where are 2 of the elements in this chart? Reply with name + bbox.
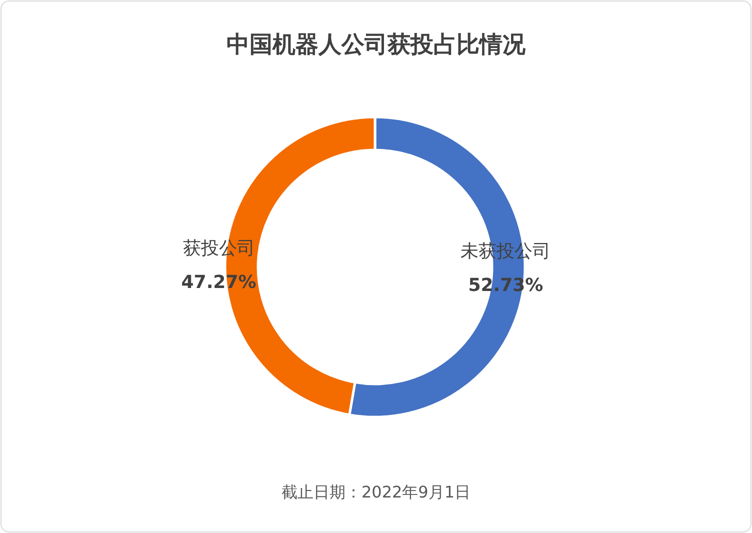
text: 截止日期：2022年9月1日 [281, 482, 471, 502]
chart-title: 中国机器人公司获投占比情况 [226, 32, 526, 58]
